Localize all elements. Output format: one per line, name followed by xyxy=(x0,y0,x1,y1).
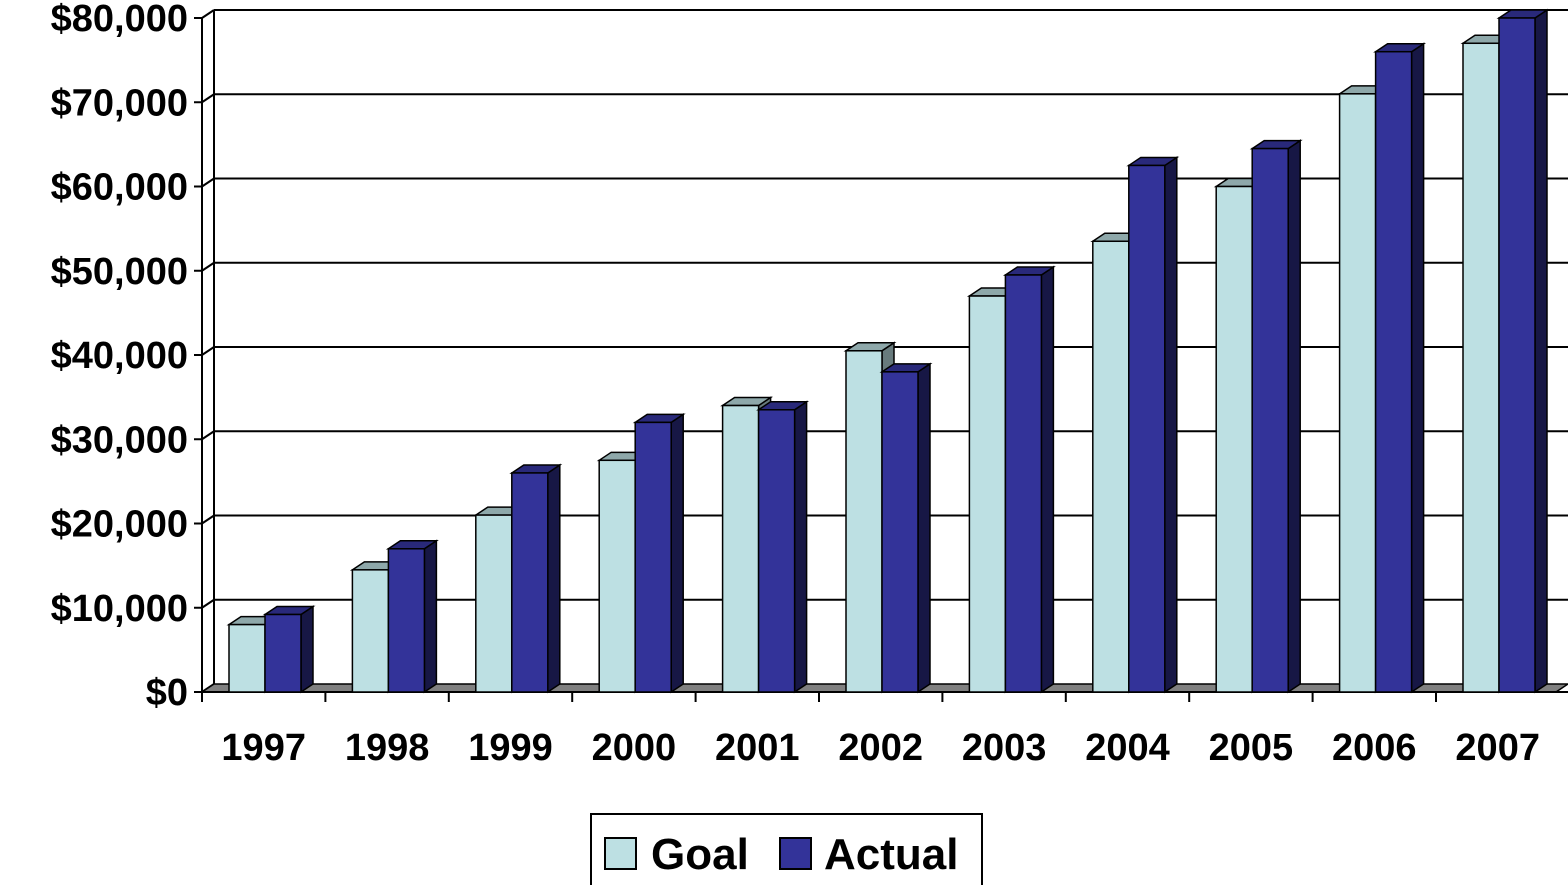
x-tick-label: 2004 xyxy=(1085,727,1170,769)
bar-front xyxy=(1215,185,1253,693)
x-tick-label: 2000 xyxy=(592,727,677,769)
bar-front xyxy=(1128,164,1166,693)
bar-front xyxy=(757,409,796,693)
bar-front xyxy=(1462,42,1500,693)
x-tick-label: 2002 xyxy=(838,727,923,769)
wall-diagonal xyxy=(201,430,215,441)
legend-swatch-actual xyxy=(779,837,812,870)
y-tick-label: $50,000 xyxy=(51,251,188,293)
bar-front xyxy=(264,613,302,693)
wall-diagonal xyxy=(201,177,215,188)
bar-front xyxy=(968,295,1007,693)
bar-actual-1997 xyxy=(262,605,316,694)
bar-side xyxy=(1410,42,1425,694)
bar-actual-1998 xyxy=(385,539,439,694)
wall-diagonal xyxy=(201,346,215,356)
bar-front xyxy=(1374,50,1413,693)
bar-front xyxy=(351,569,390,693)
wall-diagonal xyxy=(201,598,215,609)
legend-label-actual: Actual xyxy=(824,830,958,879)
wall-diagonal xyxy=(201,93,215,104)
y-tick-label: $60,000 xyxy=(51,167,188,209)
x-tick-label: 1999 xyxy=(468,727,553,769)
bar-front xyxy=(511,472,549,693)
bar-front xyxy=(845,350,883,693)
y-tick-label: $10,000 xyxy=(51,588,188,630)
wall-diagonal xyxy=(201,514,215,525)
bar-side xyxy=(1164,156,1178,694)
bar-actual-2006 xyxy=(1373,42,1427,694)
bar-actual-1999 xyxy=(509,463,563,694)
bar-actual-2007 xyxy=(1496,8,1550,694)
x-tick-label: 2003 xyxy=(962,727,1047,769)
bar-front xyxy=(1092,240,1130,693)
y-tick-label: $0 xyxy=(146,672,188,714)
y-tick-label: $20,000 xyxy=(51,504,188,546)
bar-front xyxy=(881,371,919,693)
y-tick-label: $80,000 xyxy=(51,0,188,40)
legend-label-goal: Goal xyxy=(651,830,749,879)
wall-diagonal xyxy=(201,9,215,19)
bar-front xyxy=(387,548,426,693)
bar-actual-2003 xyxy=(1002,265,1056,694)
bar-side xyxy=(1287,139,1301,694)
bar-actual-2001 xyxy=(756,400,810,694)
y-tick-labels: $0 $10,000 $20,000 $30,000 $40,000 $50,000 $60… xyxy=(51,0,188,714)
bar-front xyxy=(1004,274,1043,693)
y-tick-label: $40,000 xyxy=(51,335,188,377)
y-tick-label: $30,000 xyxy=(51,419,188,461)
bar-side xyxy=(300,605,314,694)
x-tick-labels: 1997 1998 1999 2000 2001 2002 2003 2004 2005 2006… xyxy=(221,727,1540,769)
bar-actual-2000 xyxy=(632,412,686,694)
bar-side xyxy=(423,539,438,694)
bar-front xyxy=(721,404,760,693)
x-tick-label: 2001 xyxy=(715,727,800,769)
bar-side xyxy=(547,463,561,694)
wall-diagonal xyxy=(201,261,215,272)
x-tick-label: 2006 xyxy=(1332,727,1417,769)
bar-front xyxy=(598,459,636,693)
bar-actual-2002 xyxy=(879,362,933,694)
y-tick-label: $70,000 xyxy=(51,82,188,124)
x-tick-label: 2007 xyxy=(1455,727,1540,769)
bar-side xyxy=(1040,265,1055,694)
bar-front xyxy=(1498,17,1536,693)
bar-side xyxy=(670,412,684,694)
bar-actual-2005 xyxy=(1249,139,1303,694)
bar-front xyxy=(634,421,672,693)
bar-side xyxy=(1534,8,1548,694)
bar-front xyxy=(228,623,266,693)
bars xyxy=(226,8,1550,694)
x-tick-label: 2005 xyxy=(1209,727,1294,769)
bar-front xyxy=(1338,93,1377,693)
legend: Goal Actual xyxy=(590,813,983,885)
bar-side xyxy=(793,400,808,694)
x-tick-label: 1998 xyxy=(345,727,430,769)
legend-swatch-goal xyxy=(604,837,637,870)
bar-front xyxy=(475,514,513,693)
bar-side xyxy=(917,362,931,694)
bar-actual-2004 xyxy=(1126,156,1180,694)
x-tick-label: 1997 xyxy=(221,727,306,769)
bar-front xyxy=(1251,147,1289,693)
